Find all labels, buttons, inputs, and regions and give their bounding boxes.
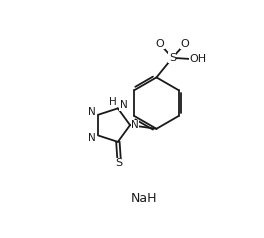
Text: S: S <box>116 158 123 168</box>
Text: O: O <box>181 39 190 49</box>
Text: N: N <box>88 107 96 117</box>
Text: OH: OH <box>190 54 207 64</box>
Text: H: H <box>109 97 116 107</box>
Text: S: S <box>169 53 176 63</box>
Text: O: O <box>155 39 164 49</box>
Text: NaH: NaH <box>131 192 158 205</box>
Text: N: N <box>120 100 128 110</box>
Text: N: N <box>131 120 139 130</box>
Text: N: N <box>88 133 96 143</box>
